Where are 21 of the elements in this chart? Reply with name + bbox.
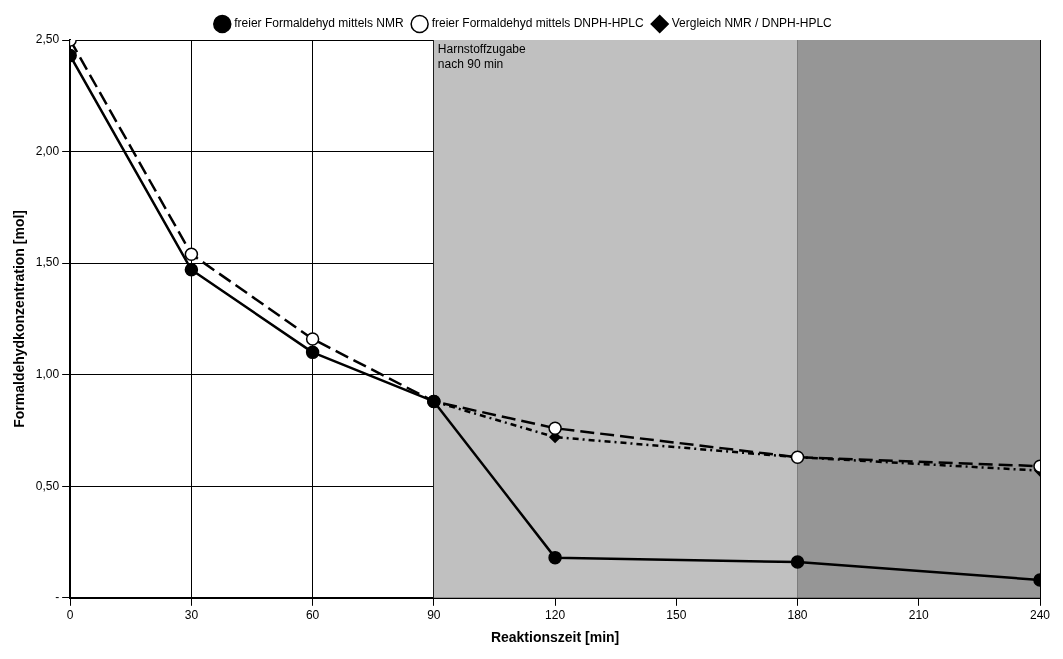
y-tick-label: 1,50 (35, 255, 60, 270)
x-tick-label: 120 (545, 608, 566, 623)
legend-label: freier Formaldehyd mittels DNPH-HPLC (431, 16, 645, 31)
x-tick-label: 150 (666, 608, 687, 623)
legend-label: freier Formaldehyd mittels NMR (234, 16, 404, 31)
x-tick-label: 90 (427, 608, 441, 623)
legend-label: Vergleich NMR / DNPH-HPLC (671, 16, 833, 31)
y-tick-label: 2,50 (35, 32, 60, 47)
annotation: Harnstoffzugabe nach 90 min (437, 42, 527, 72)
x-tick-label: 240 (1029, 608, 1051, 623)
y-axis-title: Formaldehydkonzentration [mol] (11, 210, 28, 428)
x-tick-label: 60 (305, 608, 320, 623)
x-tick-label: 180 (787, 608, 808, 623)
x-tick-label: 210 (908, 608, 930, 623)
x-axis-title: Reaktionszeit [min] (490, 629, 620, 646)
y-tick-label: 1,00 (35, 366, 60, 381)
x-tick-label: 30 (184, 608, 199, 623)
y-tick-label: 2,00 (35, 143, 60, 158)
x-tick-label: 0 (66, 608, 74, 623)
y-tick-label: 0,50 (35, 478, 60, 493)
y-tick-label: - (55, 590, 60, 605)
